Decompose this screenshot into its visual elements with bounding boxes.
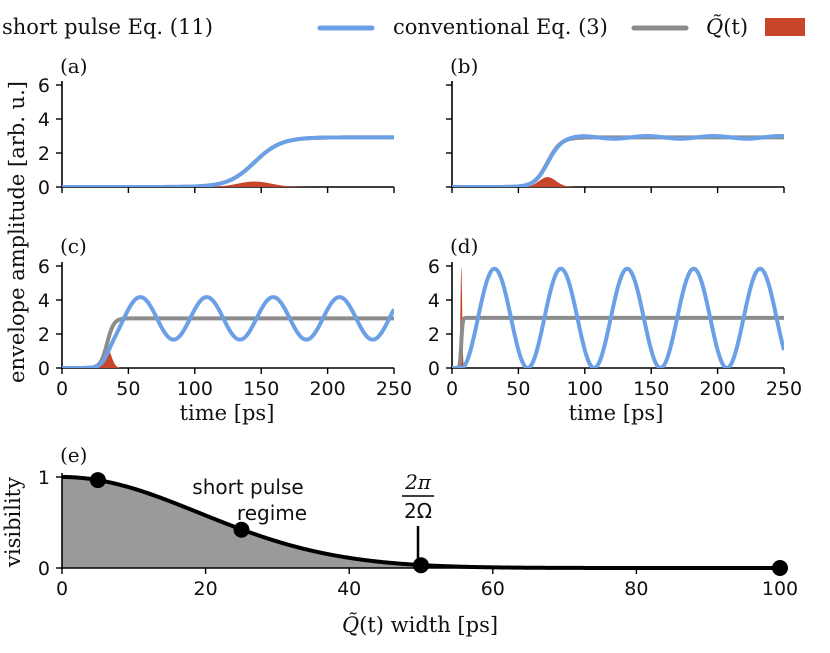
panel-label-c: (c) bbox=[60, 234, 87, 258]
visibility-point bbox=[233, 521, 250, 538]
y-tick-label-d: 2 bbox=[428, 324, 440, 346]
x-tick-label-c: 100 bbox=[177, 378, 213, 400]
short-pulse-line-a bbox=[62, 135, 394, 187]
x-tick-label-e: 60 bbox=[481, 578, 505, 600]
panel-label-e: (e) bbox=[60, 443, 87, 467]
y-tick-label-a: 0 bbox=[38, 177, 50, 199]
short-pulse-line-d bbox=[452, 266, 784, 368]
y-tick-label-e: 1 bbox=[38, 467, 50, 489]
legend-q-label: Q̃(t) bbox=[706, 15, 748, 39]
xlabel-c: time [ps] bbox=[180, 401, 275, 425]
panel-d: 0 2 4 6 0 50 100 150 200 250 (d) bbox=[428, 234, 802, 400]
y-tick-label-a: 4 bbox=[38, 109, 50, 131]
panel-label-b: (b) bbox=[450, 54, 478, 78]
x-tick-label-d: 150 bbox=[633, 378, 669, 400]
x-tick-label-d: 100 bbox=[567, 378, 603, 400]
legend: short pulse Eq. (11) conventional Eq. (3… bbox=[2, 15, 805, 39]
x-tick-label-e: 0 bbox=[56, 578, 68, 600]
x-tick-label-c: 150 bbox=[243, 378, 279, 400]
y-tick-label-a: 6 bbox=[38, 75, 50, 97]
y-tick-label-c: 4 bbox=[38, 290, 50, 312]
x-tick-label-e: 80 bbox=[624, 578, 648, 600]
conventional-line-d bbox=[452, 315, 784, 368]
x-tick-label-e: 100 bbox=[762, 578, 798, 600]
legend-q-swatch bbox=[765, 18, 805, 36]
x-tick-label-c: 50 bbox=[116, 378, 140, 400]
x-tick-label-d: 50 bbox=[506, 378, 530, 400]
x-tick-label-d: 200 bbox=[699, 378, 735, 400]
regime-label-line2: regime bbox=[237, 501, 307, 525]
visibility-point bbox=[413, 557, 429, 574]
panel-c: 0 2 4 6 0 50 100 150 200 250 (c) bbox=[38, 234, 412, 400]
short-pulse-line-c bbox=[62, 295, 394, 368]
y-tick-label-c: 0 bbox=[38, 358, 50, 380]
panel-label-a: (a) bbox=[60, 54, 88, 78]
x-tick-label-c: 250 bbox=[376, 378, 412, 400]
visibility-area bbox=[62, 477, 780, 568]
ylabel-e: visibility bbox=[1, 477, 25, 568]
x-tick-label-c: 200 bbox=[309, 378, 345, 400]
visibility-point bbox=[772, 560, 788, 576]
x-tick-label-e: 20 bbox=[194, 578, 218, 600]
y-tick-label-d: 4 bbox=[428, 290, 440, 312]
regime-label-line1: short pulse bbox=[192, 475, 303, 499]
y-tick-label-c: 6 bbox=[38, 256, 50, 278]
fraction-numerator: 2π bbox=[404, 470, 432, 494]
q-pulse-area-c bbox=[62, 348, 394, 368]
x-tick-label-c: 0 bbox=[56, 378, 68, 400]
y-tick-label-e: 0 bbox=[38, 558, 50, 580]
y-tick-label-d: 6 bbox=[428, 256, 440, 278]
panel-e: 010 20 40 60 80 100(e) bbox=[38, 443, 798, 600]
xlabel-d: time [ps] bbox=[569, 401, 664, 425]
fraction-denominator: 2Ω bbox=[404, 499, 432, 523]
visibility-point bbox=[89, 472, 106, 489]
x-tick-label-d: 250 bbox=[766, 378, 802, 400]
legend-conv-label: conventional Eq. (3) bbox=[393, 15, 608, 39]
legend-short-label: short pulse Eq. (11) bbox=[2, 15, 213, 39]
short-pulse-line-b bbox=[452, 134, 784, 187]
y-tick-label-a: 2 bbox=[38, 143, 50, 165]
q-pulse-area-a bbox=[62, 181, 394, 187]
x-tick-label-d: 0 bbox=[446, 378, 458, 400]
q-pulse-area-b bbox=[452, 177, 784, 187]
y-tick-label-d: 0 bbox=[428, 358, 440, 380]
conventional-line-c bbox=[62, 316, 394, 368]
shared-ylabel: envelope amplitude [arb. u.] bbox=[5, 81, 29, 383]
y-tick-label-c: 2 bbox=[38, 324, 50, 346]
panel-b: (b) bbox=[446, 54, 785, 193]
conventional-line-b bbox=[452, 135, 784, 187]
xlabel-e: Q̃(t) width [ps] bbox=[342, 613, 498, 637]
x-tick-label-e: 40 bbox=[337, 578, 361, 600]
panel-a: 0 2 4 6 (a) bbox=[38, 54, 395, 199]
panel-label-d: (d) bbox=[450, 234, 478, 258]
